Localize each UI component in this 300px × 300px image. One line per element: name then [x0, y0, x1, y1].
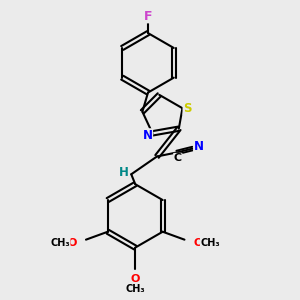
- Text: N: N: [194, 140, 204, 153]
- Text: CH₃: CH₃: [125, 284, 145, 294]
- Text: O: O: [130, 274, 140, 284]
- Text: F: F: [144, 10, 152, 23]
- Text: H: H: [118, 166, 128, 179]
- Text: CH₃: CH₃: [50, 238, 70, 248]
- Text: O: O: [194, 238, 203, 248]
- Text: CH₃: CH₃: [200, 238, 220, 248]
- Text: C: C: [174, 153, 182, 164]
- Text: O: O: [68, 238, 77, 248]
- Text: S: S: [183, 102, 192, 115]
- Text: N: N: [142, 129, 152, 142]
